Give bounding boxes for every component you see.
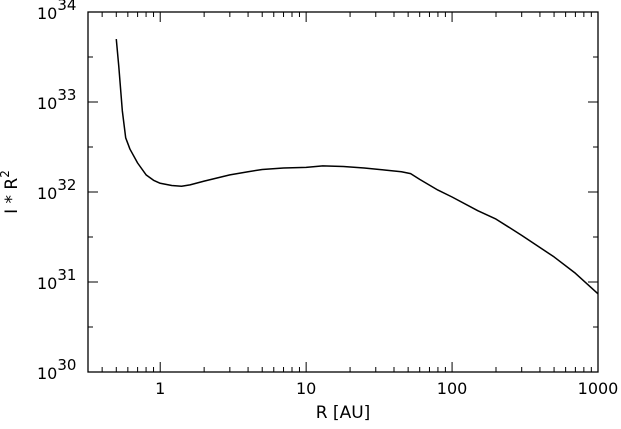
x-tick-label: 1 [155, 379, 165, 398]
y-tick-label: 1032 [37, 176, 76, 203]
y-tick-label: 1033 [37, 86, 76, 113]
x-axis-label: R [AU] [316, 403, 371, 423]
x-tick-label: 100 [437, 379, 468, 398]
x-axis-ticks: 1 10 100 1000 [101, 12, 619, 398]
y-axis-ticks: 1030 1031 1032 1033 1034 [37, 0, 598, 383]
x-tick-label: 1000 [578, 379, 619, 398]
x-tick-label: 10 [296, 379, 316, 398]
plot-frame [87, 11, 599, 373]
y-axis-label-main: I * R [2, 178, 22, 214]
y-tick-label: 1034 [37, 0, 76, 23]
series-line [115, 39, 599, 295]
y-axis-label-sup: 2 [0, 170, 12, 178]
y-axis-label: I * R2 [0, 170, 22, 214]
series-group [115, 39, 599, 295]
y-tick-label: 1031 [37, 266, 76, 293]
y-tick-label: 1030 [37, 356, 76, 383]
